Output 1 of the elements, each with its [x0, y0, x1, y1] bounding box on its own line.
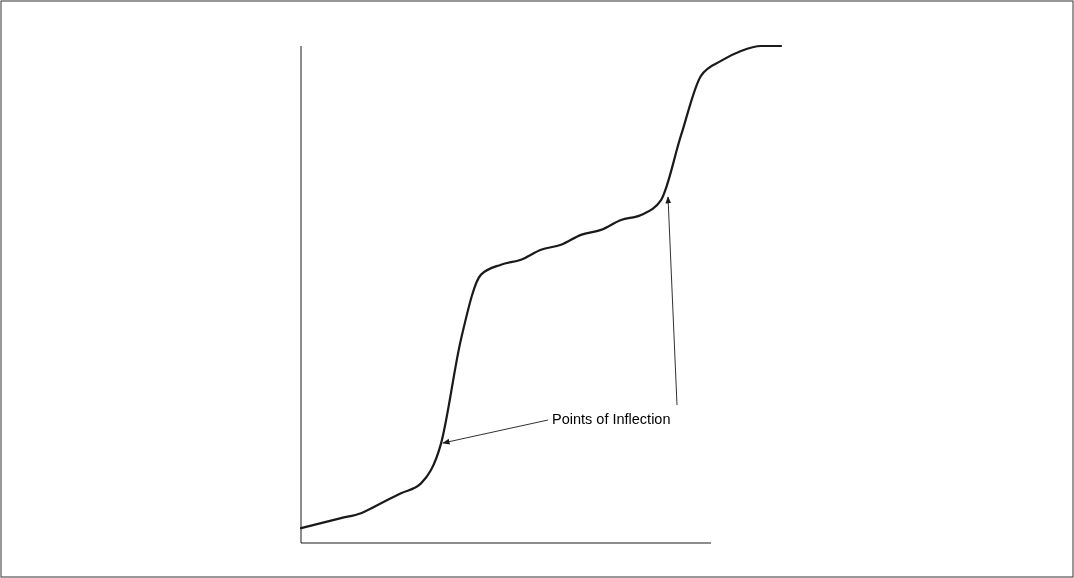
annotation: Points of Inflection — [552, 411, 671, 427]
